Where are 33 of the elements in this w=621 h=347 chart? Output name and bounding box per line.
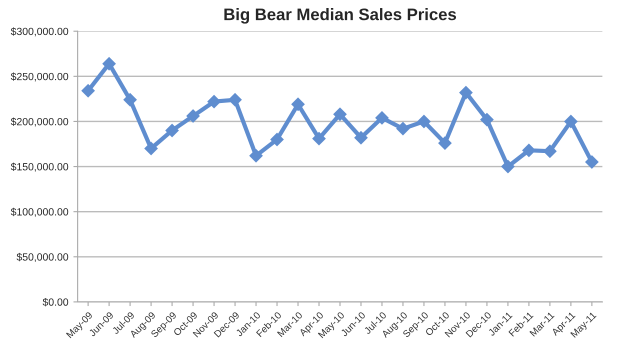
chart-title: Big Bear Median Sales Prices [224, 8, 456, 24]
y-tick-label: $50,000.00 [16, 252, 68, 262]
point [480, 113, 494, 126]
point [228, 93, 242, 106]
point [249, 149, 263, 162]
point [186, 109, 200, 123]
point [144, 142, 158, 156]
point [417, 114, 431, 128]
y-tick-label: $100,000.00 [10, 208, 68, 217]
point [522, 144, 536, 157]
y-tick-label: $0.00 [42, 298, 68, 306]
point [375, 111, 389, 124]
point [124, 93, 137, 106]
point [333, 108, 347, 121]
point [165, 124, 179, 138]
y-tick-label: $250,000.00 [10, 72, 68, 82]
point [543, 144, 556, 158]
point [459, 86, 473, 100]
point [102, 57, 116, 70]
point [270, 132, 284, 146]
y-tick-label: $200,000.00 [10, 118, 68, 127]
point [312, 132, 326, 146]
y-tick-label: $300,000.00 [10, 27, 68, 36]
point [564, 114, 578, 128]
point [396, 122, 410, 136]
point [291, 98, 305, 111]
point [354, 131, 368, 144]
y-tick-label: $150,000.00 [10, 162, 68, 172]
point [207, 95, 221, 108]
point [501, 160, 515, 174]
point [585, 155, 598, 169]
point [82, 84, 95, 98]
point [438, 136, 452, 150]
